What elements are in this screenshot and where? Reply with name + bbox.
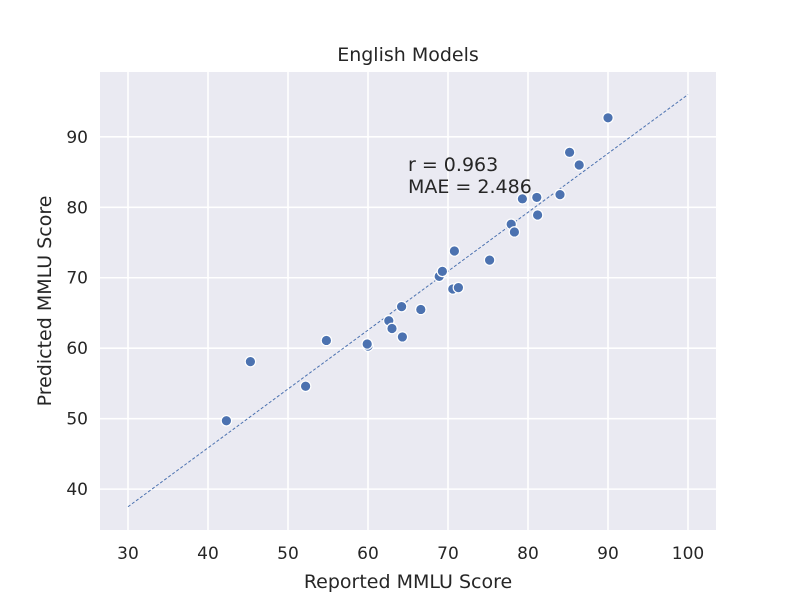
x-tick-label: 70 xyxy=(437,544,459,564)
x-tick-label: 80 xyxy=(517,544,539,564)
x-tick-label: 60 xyxy=(357,544,379,564)
x-tick-labels: 30 40 50 60 70 80 90 100 xyxy=(117,544,704,564)
data-point xyxy=(554,188,566,201)
x-tick-label: 90 xyxy=(597,544,619,564)
y-tick-label: 60 xyxy=(66,339,88,359)
x-gridlines xyxy=(127,72,689,530)
data-point xyxy=(320,334,333,347)
data-point xyxy=(436,265,449,278)
data-points xyxy=(220,112,614,427)
data-point xyxy=(563,146,576,159)
y-tick-label: 50 xyxy=(66,410,88,430)
data-point xyxy=(516,193,529,205)
data-point xyxy=(448,245,461,257)
data-point xyxy=(386,322,398,335)
data-point xyxy=(508,226,521,238)
x-tick-label: 30 xyxy=(117,544,139,564)
mae-annotation: MAE = 2.486 xyxy=(408,176,532,198)
x-tick-label: 50 xyxy=(277,544,299,564)
fit-line xyxy=(127,94,689,508)
x-tick-label: 40 xyxy=(197,544,219,564)
data-point xyxy=(395,300,408,313)
y-tick-label: 80 xyxy=(66,198,88,218)
y-tick-label: 70 xyxy=(66,269,88,289)
y-gridlines xyxy=(100,136,716,490)
data-point xyxy=(452,281,465,294)
y-tick-label: 40 xyxy=(66,480,88,500)
y-axis-title: Predicted MMLU Score xyxy=(34,196,56,407)
data-point xyxy=(602,112,614,124)
data-point xyxy=(220,414,233,427)
data-point xyxy=(299,380,312,393)
x-tick-label: 100 xyxy=(672,544,704,564)
data-point xyxy=(531,209,544,221)
x-axis-title: Reported MMLU Score xyxy=(304,571,512,593)
data-point xyxy=(414,303,427,316)
data-point xyxy=(361,338,373,350)
correlation-annotation: r = 0.963 xyxy=(408,154,498,176)
chart-title: English Models xyxy=(337,44,479,66)
y-tick-label: 90 xyxy=(66,128,88,148)
data-point xyxy=(530,191,543,204)
data-point xyxy=(396,331,409,343)
y-tick-labels: 40 50 60 70 80 90 xyxy=(66,128,88,500)
data-point xyxy=(244,355,257,368)
data-point xyxy=(483,254,496,266)
data-point xyxy=(573,159,585,171)
